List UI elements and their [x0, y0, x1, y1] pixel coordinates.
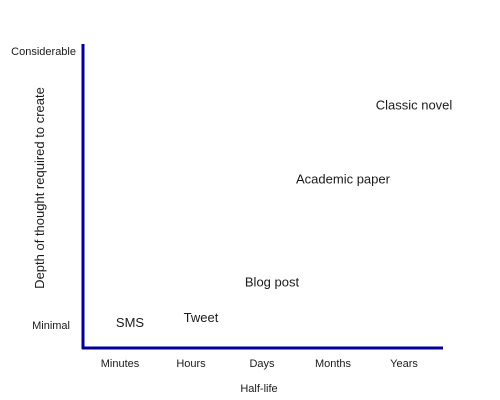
x-tick-years: Years: [390, 358, 418, 370]
y-tick-minimal: Minimal: [32, 320, 70, 332]
x-axis-label: Half-life: [240, 383, 277, 395]
point-blog-post: Blog post: [245, 274, 300, 289]
x-tick-labels: Minutes Hours Days Months Years: [101, 358, 419, 370]
point-sms: SMS: [116, 315, 145, 330]
y-tick-considerable: Considerable: [11, 46, 76, 58]
axes: [81, 44, 443, 350]
y-axis-label: Depth of thought required to create: [32, 87, 47, 289]
point-academic-paper: Academic paper: [296, 172, 391, 187]
point-classic-novel: Classic novel: [376, 98, 453, 113]
point-tweet: Tweet: [184, 310, 219, 325]
x-tick-months: Months: [315, 358, 352, 370]
x-tick-days: Days: [249, 358, 275, 370]
x-tick-minutes: Minutes: [101, 358, 140, 370]
data-points: SMS Tweet Blog post Academic paper Classic n…: [116, 98, 452, 330]
x-tick-hours: Hours: [176, 358, 206, 370]
